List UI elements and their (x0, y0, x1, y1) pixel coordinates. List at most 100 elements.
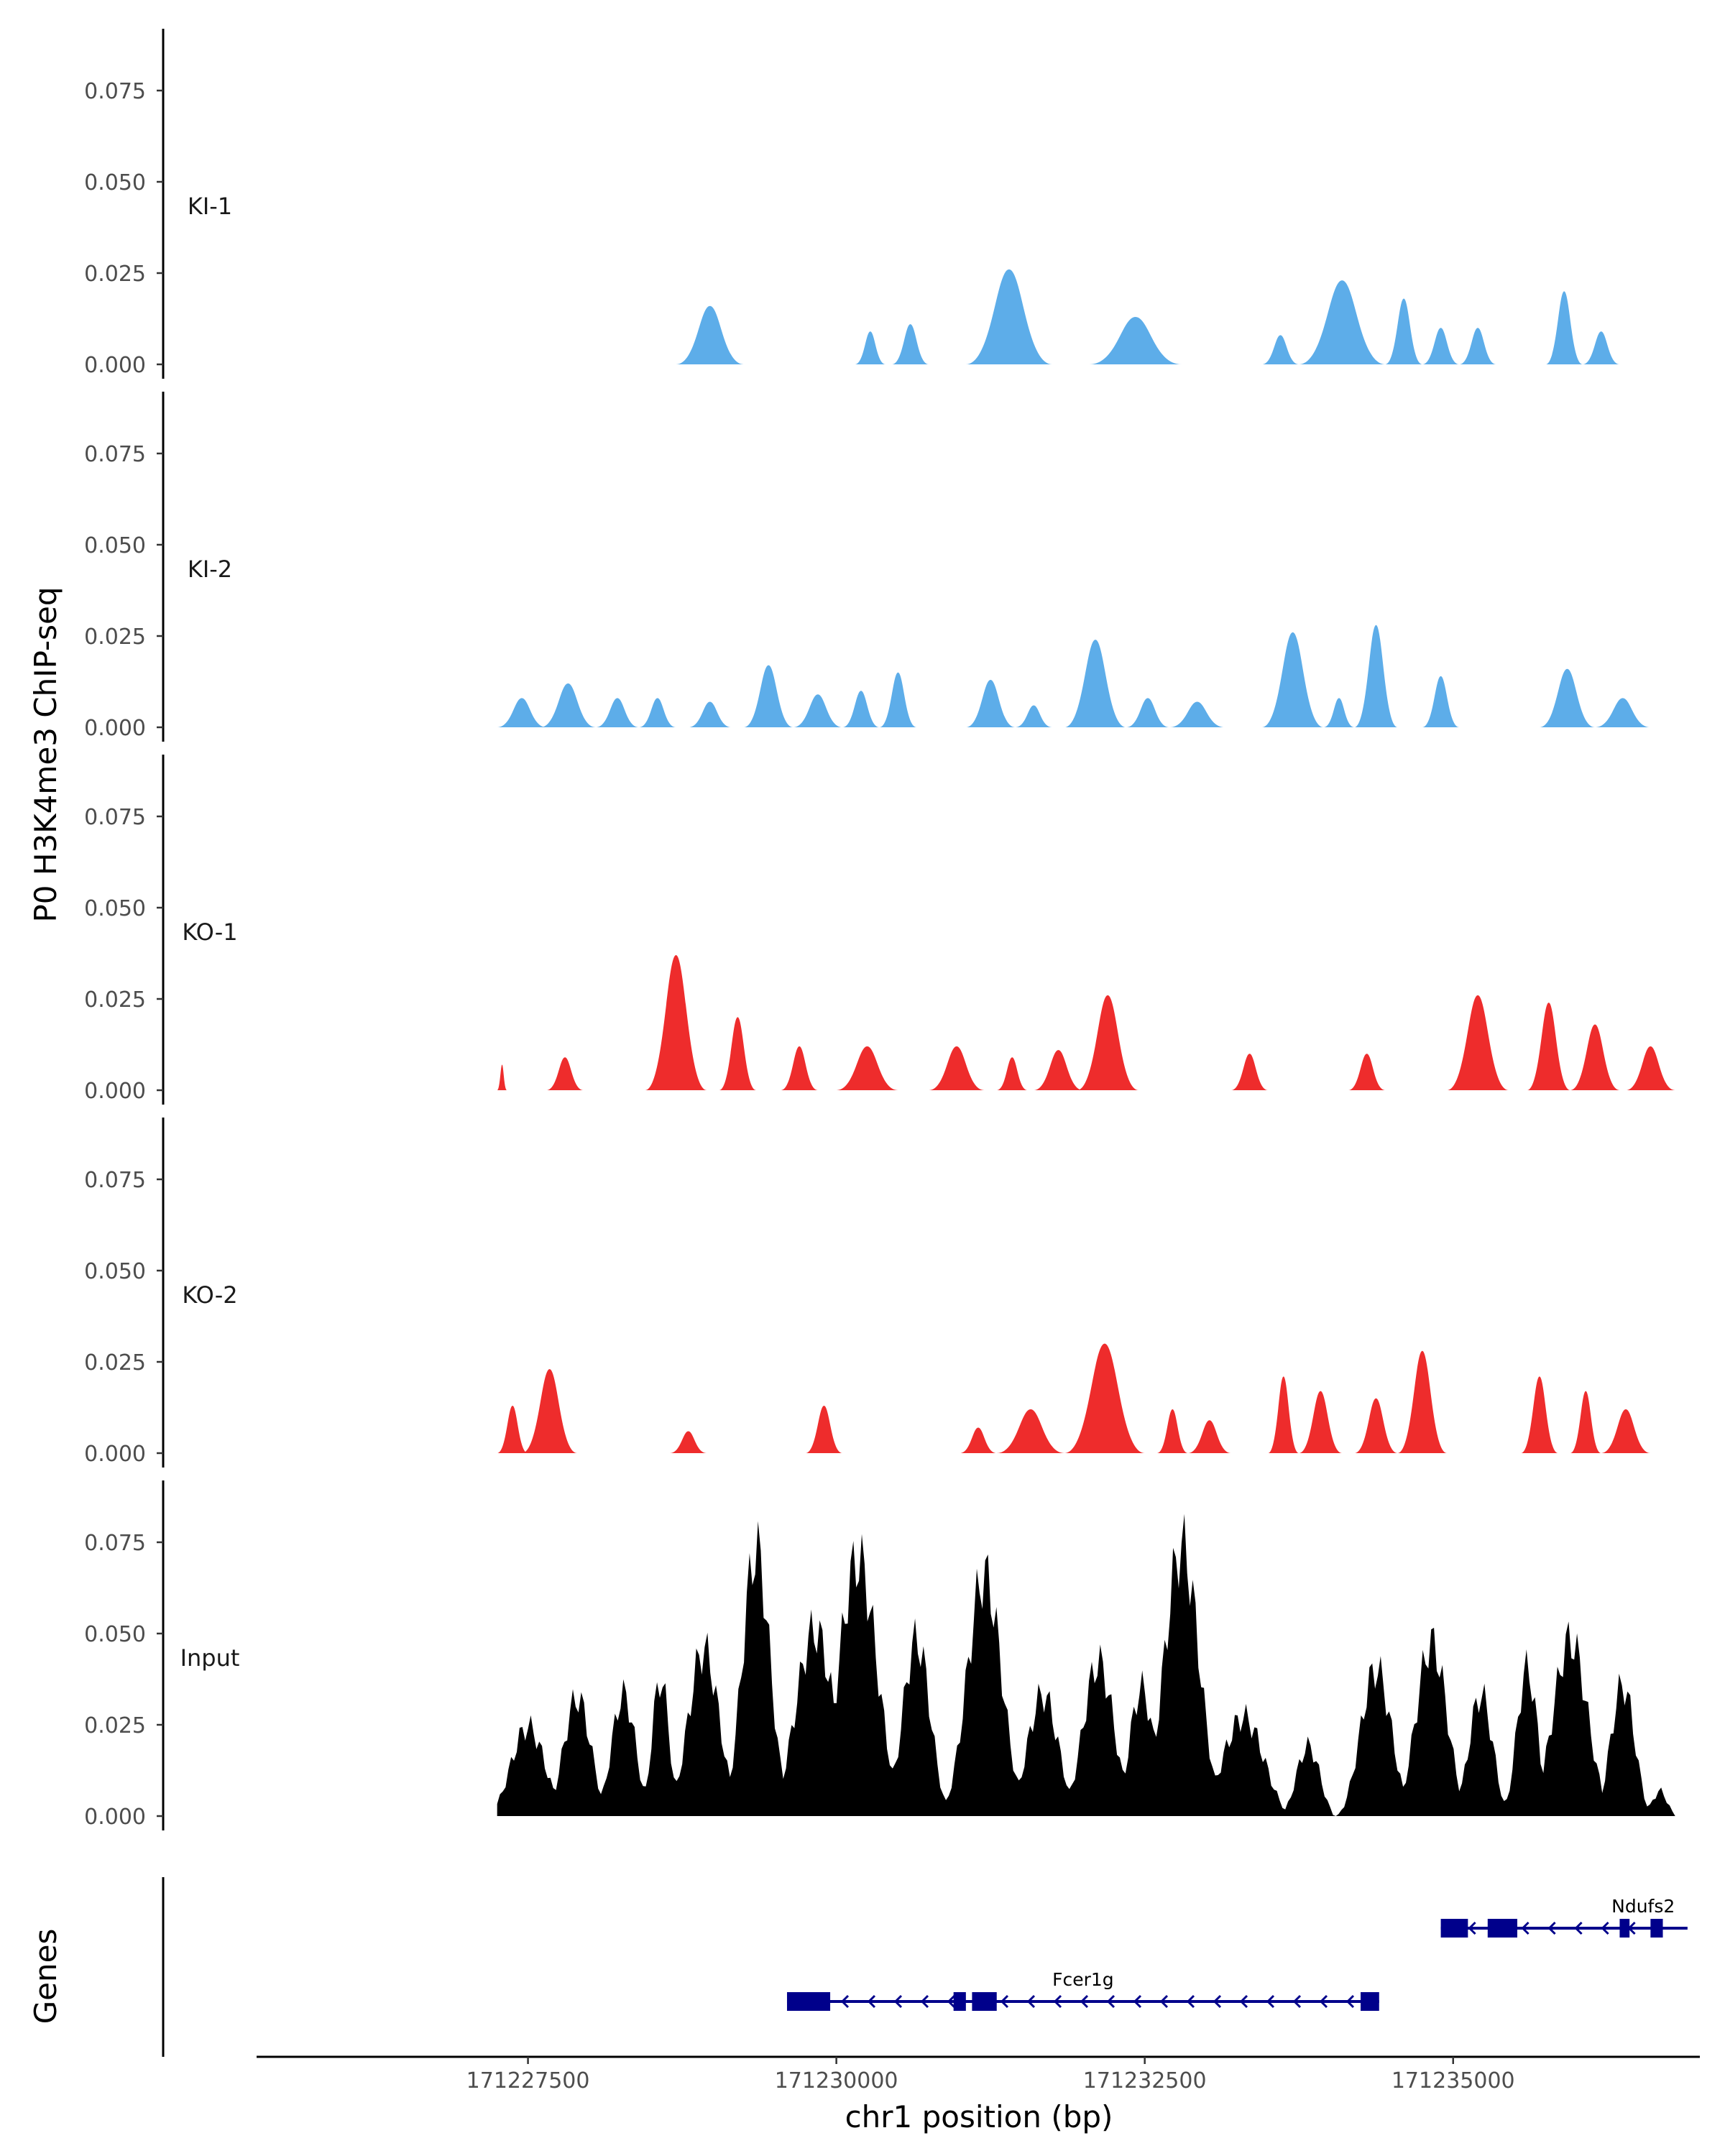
y-tick-label: 0.025 (84, 1713, 146, 1738)
strand-arrow (1521, 1921, 1530, 1935)
signal-peak (521, 1369, 578, 1453)
signal-peak (688, 701, 732, 727)
x-tick-label: 171232500 (1083, 2068, 1207, 2093)
track-label: Input (180, 1644, 240, 1672)
strand-arrow (920, 1994, 929, 2009)
track-label: KO-2 (182, 1281, 237, 1309)
gene-exon (786, 1992, 831, 2011)
signal-peak (1582, 331, 1620, 364)
strand-arrow (1133, 1994, 1142, 2009)
signal-peak (965, 269, 1052, 364)
y-tick-label: 0.025 (84, 1350, 146, 1376)
strand-arrow (1026, 1994, 1036, 2009)
signal-peak (1397, 1350, 1448, 1453)
y-tick-label: 0.025 (84, 262, 146, 287)
track-label: KI-2 (188, 556, 232, 583)
track-ki-1: 0.000 0.025 0.050 0.075 KI-1 (84, 29, 1620, 379)
gene-exon (972, 1992, 997, 2011)
y-tick-label: 0.050 (84, 1622, 146, 1647)
strand-arrow (867, 1994, 876, 2009)
signal-peak (1261, 632, 1324, 727)
signal-peak (1156, 1409, 1188, 1453)
strand-arrow (1547, 1921, 1556, 1935)
signal-peak (1447, 995, 1509, 1090)
signal-peak (1299, 1391, 1343, 1453)
signal-peak (1169, 701, 1225, 727)
signal-peak (1126, 698, 1170, 727)
track-ko-2: 0.000 0.025 0.050 0.075 KO-2 (84, 1118, 1651, 1468)
signal-peak (1545, 291, 1583, 364)
signal-peak (1459, 328, 1496, 364)
y-tick-label: 0.050 (84, 896, 146, 921)
signal-peak (676, 305, 744, 364)
signal-peak (836, 1046, 898, 1090)
signal-peak (891, 324, 929, 364)
gene-exon (953, 1992, 966, 2011)
signal-peak (595, 698, 640, 727)
signal-peak (855, 331, 886, 364)
x-tick-label: 171230000 (775, 2068, 898, 2093)
strand-arrow (1601, 1921, 1609, 1935)
strand-arrow (1319, 1994, 1328, 2009)
track-label: KI-1 (188, 193, 232, 220)
signal-peak (1539, 668, 1596, 727)
strand-arrow (840, 1994, 850, 2009)
gene-fcer1g: Fcer1g (786, 1969, 1379, 2011)
strand-arrow (1159, 1994, 1169, 2009)
strand-arrow (1266, 1994, 1275, 2009)
gene-ndufs2: Ndufs2 (1440, 1896, 1688, 1938)
track-input: 0.000 0.025 0.050 0.075 Input (84, 1480, 1675, 1830)
signal-peak (1626, 1046, 1675, 1090)
strand-arrow (947, 1994, 956, 2009)
strand-arrow (1080, 1994, 1089, 2009)
gene-label: Fcer1g (1052, 1969, 1114, 1990)
signal-peak (1261, 335, 1300, 364)
strand-arrow (1239, 1994, 1248, 2009)
y-tick-label: 0.000 (84, 1805, 146, 1830)
signal-peak (1521, 1376, 1558, 1453)
track-panels: 0.000 0.025 0.050 0.075 KI-1 0.0000.0250.0500… (84, 29, 1675, 1830)
x-axis-title: chr1 position (bp) (845, 2099, 1113, 2134)
y-tick-label: 0.075 (84, 79, 146, 104)
gene-exon (1361, 1992, 1379, 2011)
signal-peak (743, 665, 794, 727)
y-tick-label: 0.025 (84, 987, 146, 1013)
signal-peak (1230, 1054, 1269, 1090)
signal-peak (965, 679, 1016, 727)
strand-arrow (1574, 1921, 1583, 1935)
track-ko-1: 0.000 0.025 0.050 0.075 KO-1 (84, 755, 1675, 1105)
signal-peak (805, 1405, 843, 1453)
signal-peak (497, 1405, 528, 1453)
signal-peak (497, 698, 547, 727)
signal-peak (929, 1046, 985, 1090)
signal-peak (719, 1017, 757, 1090)
signal-peak (1015, 705, 1052, 727)
gene-label: Ndufs2 (1611, 1896, 1675, 1917)
signal-peak (1348, 1054, 1386, 1090)
gene-exon (1487, 1919, 1517, 1938)
strand-arrow (1000, 1994, 1009, 2009)
signal-peak (1422, 676, 1460, 727)
signal-peak (1064, 1343, 1145, 1453)
signal-peak (781, 1046, 818, 1090)
input-signal-area (497, 1514, 1675, 1816)
x-axis-ticks: 171227500 171230000 171232500 171235000 (466, 2057, 1515, 2093)
y-tick-label: 0.075 (84, 1531, 146, 1556)
y-tick-label: 0.050 (84, 170, 146, 195)
gene-exon (1440, 1919, 1468, 1938)
gene-exon (1619, 1919, 1630, 1938)
signal-peak (996, 1409, 1065, 1453)
y-tick-label: 0.050 (84, 533, 146, 558)
signal-peak (842, 691, 880, 727)
strand-arrow (1053, 1994, 1062, 2009)
track-ki-2: 0.000 0.025 0.050 0.075 KI-2 (84, 392, 1651, 742)
strand-arrow (1186, 1994, 1195, 2009)
signal-peak (1385, 298, 1422, 364)
signal-peak (1527, 1003, 1570, 1090)
signal-peak (645, 955, 707, 1090)
signal-peak (1323, 698, 1355, 727)
genes-axis-title: Genes (28, 1929, 63, 2024)
signal-peak (1187, 1420, 1231, 1453)
strand-arrow (1468, 1921, 1476, 1935)
